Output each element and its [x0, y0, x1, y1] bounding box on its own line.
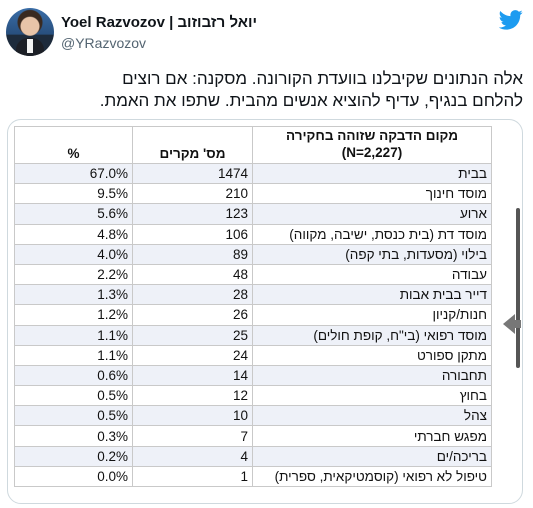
row-percent: 4.8%: [14, 223, 133, 245]
table-row: 0.5% 10 צהל: [14, 405, 492, 427]
row-percent: 1.3%: [14, 284, 133, 306]
row-percent: 5.6%: [14, 203, 133, 225]
row-percent: 0.6%: [14, 364, 133, 387]
tweet-text-line-2: להלחם בנגיף, עדיף להוציא אנשים מהבית. שת…: [99, 91, 523, 110]
row-cases: 106: [132, 223, 253, 245]
table-row: 1.1% 25 מוסד רפואי (בי"ח, קופת חולים): [14, 324, 492, 346]
slide-scrollbar: [516, 208, 520, 368]
table-row: 4.8% 106 מוסד דת (בית כנסת, ישיבה, מקווה): [14, 223, 492, 245]
row-percent: 2.2%: [14, 263, 133, 286]
row-cases: 1474: [132, 162, 253, 185]
tweet-header: Yoel Razvozov | יואל רזבוזוב @YRazvozov: [6, 6, 527, 60]
author-display-name[interactable]: Yoel Razvozov | יואל רזבוזוב: [61, 14, 258, 31]
row-place: מפגש חברתי: [252, 425, 492, 447]
row-place: מוסד רפואי (בי"ח, קופת חולים): [252, 324, 492, 346]
row-place: בילוי (מסעדות, בתי קפה): [252, 243, 492, 265]
author-handle[interactable]: @YRazvozov: [61, 35, 147, 51]
row-place: בבית: [252, 162, 492, 185]
row-place: תחבורה: [252, 364, 492, 387]
header-cases: מס' מקרים: [132, 126, 253, 164]
table-row: 2.2% 48 עבודה: [14, 263, 492, 286]
row-cases: 210: [132, 183, 253, 205]
row-place: בחוץ: [252, 385, 492, 407]
row-place: מוסד חינוך: [252, 183, 492, 205]
row-percent: 1.1%: [14, 324, 133, 346]
row-cases: 89: [132, 243, 253, 265]
row-place: טיפול לא רפואי (קוסמטיקאית, ספרית): [252, 465, 492, 488]
row-percent: 0.2%: [14, 445, 133, 467]
row-place: בריכה/ים: [252, 445, 492, 467]
row-cases: 1: [132, 465, 253, 488]
row-cases: 48: [132, 263, 253, 286]
table-row: 0.5% 12 בחוץ: [14, 385, 492, 407]
table-row: 1.1% 24 מתקן ספורט: [14, 344, 492, 366]
table-row: 4.0% 89 בילוי (מסעדות, בתי קפה): [14, 243, 492, 265]
row-place: עבודה: [252, 263, 492, 286]
row-place: חנות/קניון: [252, 304, 492, 326]
table-row: 1.3% 28 דייר בבית אבות: [14, 284, 492, 306]
row-percent: 0.5%: [14, 405, 133, 427]
header-place-title: מקום הדבקה שזוהה בחקירה: [285, 128, 459, 143]
row-cases: 12: [132, 385, 253, 407]
table-row: 0.3% 7 מפגש חברתי: [14, 425, 492, 447]
author-block: Yoel Razvozov | יואל רזבוזוב @YRazvozov: [61, 14, 257, 51]
table-row: 0.2% 4 בריכה/ים: [14, 445, 492, 467]
row-percent: 1.2%: [14, 304, 133, 326]
infection-places-table: % מס' מקרים מקום הדבקה שזוהה בחקירה (N=2…: [14, 126, 492, 488]
header-place: מקום הדבקה שזוהה בחקירה (N=2,227): [252, 126, 492, 164]
row-percent: 0.5%: [14, 385, 133, 407]
table-header-row: % מס' מקרים מקום הדבקה שזוהה בחקירה (N=2…: [14, 126, 492, 164]
row-percent: 9.5%: [14, 183, 133, 205]
table-body: 67.0% 1474 בבית 9.5% 210 מוסד חינוך 5.6% 123 ארו…: [14, 162, 492, 488]
row-cases: 26: [132, 304, 253, 326]
row-place: ארוע: [252, 203, 492, 225]
row-place: מוסד דת (בית כנסת, ישיבה, מקווה): [252, 223, 492, 245]
row-cases: 14: [132, 364, 253, 387]
row-cases: 24: [132, 344, 253, 366]
table-row: 1.2% 26 חנות/קניון: [14, 304, 492, 326]
row-cases: 7: [132, 425, 253, 447]
row-place: צהל: [252, 405, 492, 427]
row-percent: 0.0%: [14, 465, 133, 488]
header-place-count: (N=2,227): [341, 145, 403, 160]
row-percent: 67.0%: [14, 162, 133, 185]
tweet-image[interactable]: % מס' מקרים מקום הדבקה שזוהה בחקירה (N=2…: [7, 119, 523, 504]
row-cases: 123: [132, 203, 253, 225]
header-percent: %: [14, 126, 133, 164]
row-percent: 1.1%: [14, 344, 133, 366]
twitter-bird-icon[interactable]: [499, 10, 523, 30]
row-cases: 10: [132, 405, 253, 427]
table-row: 9.5% 210 מוסד חינוך: [14, 183, 492, 205]
tweet-text: אלה הנתונים שקיבלנו בוועדת הקורונה. מסקנ…: [10, 68, 523, 112]
row-cases: 4: [132, 445, 253, 467]
row-cases: 28: [132, 284, 253, 306]
table-row: 67.0% 1474 בבית: [14, 162, 492, 185]
row-place: דייר בבית אבות: [252, 284, 492, 306]
table-row: 0.6% 14 תחבורה: [14, 364, 492, 387]
tweet-text-line-1: אלה הנתונים שקיבלנו בוועדת הקורונה. מסקנ…: [122, 69, 523, 88]
table-row: 0.0% 1 טיפול לא רפואי (קוסמטיקאית, ספרית): [14, 465, 492, 488]
row-percent: 4.0%: [14, 243, 133, 265]
avatar[interactable]: [6, 8, 54, 56]
row-place: מתקן ספורט: [252, 344, 492, 366]
table-row: 5.6% 123 ארוע: [14, 203, 492, 225]
row-cases: 25: [132, 324, 253, 346]
arrow-pointer-icon: [503, 314, 521, 334]
row-percent: 0.3%: [14, 425, 133, 447]
